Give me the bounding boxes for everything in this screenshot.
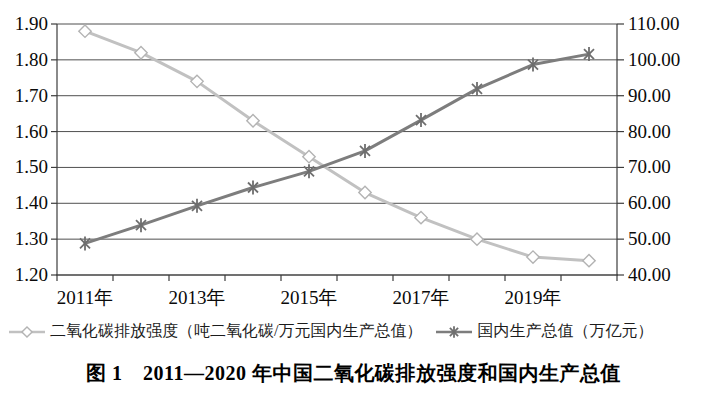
svg-text:50.00: 50.00 — [628, 228, 671, 249]
svg-text:110.00: 110.00 — [628, 13, 680, 34]
chart-legend: 二氧化碳排放强度（吨二氧化碳/万元国内生产总值） 国内生产总值（万亿元） — [0, 321, 707, 342]
dual-axis-line-chart: 1.20 1.30 1.40 1.50 1.60 1.70 1.80 1.90 40.00 50.… — [0, 0, 707, 313]
svg-text:60.00: 60.00 — [628, 192, 671, 213]
svg-text:100.00: 100.00 — [628, 49, 680, 70]
svg-text:90.00: 90.00 — [628, 85, 671, 106]
svg-text:1.70: 1.70 — [15, 85, 48, 106]
svg-text:2019年: 2019年 — [505, 287, 562, 308]
svg-text:1.20: 1.20 — [15, 264, 48, 285]
svg-text:40.00: 40.00 — [628, 264, 671, 285]
svg-text:1.50: 1.50 — [15, 156, 48, 177]
svg-text:1.40: 1.40 — [15, 192, 48, 213]
svg-text:70.00: 70.00 — [628, 156, 671, 177]
svg-text:2017年: 2017年 — [393, 287, 450, 308]
legend-item-gdp: 国内生产总值（万亿元） — [435, 321, 653, 342]
figure: 1.20 1.30 1.40 1.50 1.60 1.70 1.80 1.90 40.00 50.… — [0, 0, 707, 411]
svg-text:2011年: 2011年 — [57, 287, 113, 308]
svg-text:2013年: 2013年 — [169, 287, 226, 308]
svg-text:1.90: 1.90 — [15, 13, 48, 34]
legend-label-co2-intensity: 二氧化碳排放强度（吨二氧化碳/万元国内生产总值） — [50, 321, 422, 342]
legend-label-gdp: 国内生产总值（万亿元） — [477, 321, 653, 342]
legend-item-co2-intensity: 二氧化碳排放强度（吨二氧化碳/万元国内生产总值） — [8, 321, 422, 342]
svg-text:2015年: 2015年 — [281, 287, 338, 308]
figure-caption: 图 1 2011—2020 年中国二氧化碳排放强度和国内生产总值 — [0, 360, 707, 387]
diamond-series-marker-icon — [8, 325, 46, 339]
svg-text:1.60: 1.60 — [15, 121, 48, 142]
svg-text:80.00: 80.00 — [628, 121, 671, 142]
svg-text:1.30: 1.30 — [15, 228, 48, 249]
asterisk-series-marker-icon — [435, 325, 473, 339]
svg-text:1.80: 1.80 — [15, 49, 48, 70]
